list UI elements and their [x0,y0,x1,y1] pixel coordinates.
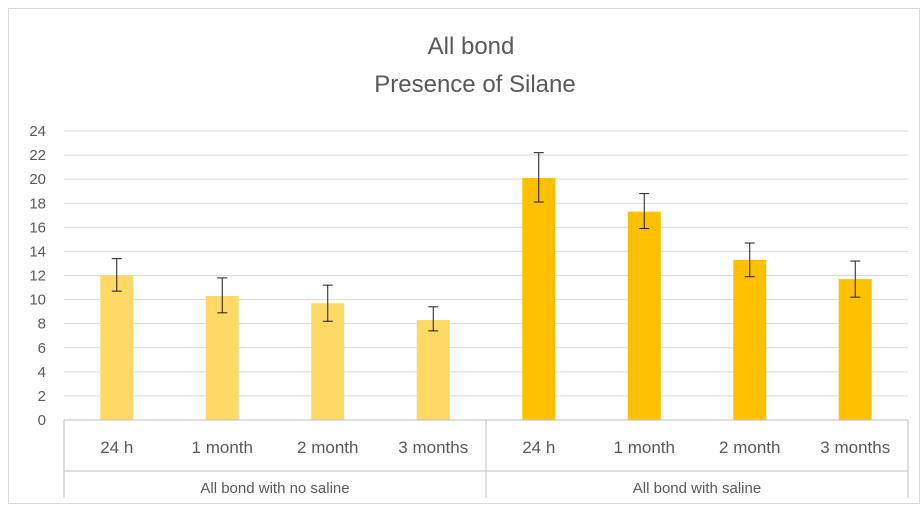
x-axis [63,419,909,498]
chart-title: All bond [428,33,515,60]
gridlines [64,130,908,397]
y-tick-label: 16 [29,219,46,236]
category-label: 1 month [192,438,253,457]
category-label: 2 month [297,438,358,457]
category-label: 24 h [522,438,555,457]
y-tick-label: 8 [38,316,46,333]
category-label: 3 months [820,438,890,457]
bar [627,211,661,420]
category-label: 1 month [614,438,675,457]
y-tick-label: 0 [38,412,46,429]
bar [311,303,345,420]
y-tick-label: 24 [29,123,46,140]
bar [416,320,450,420]
bar [733,259,767,420]
category-label: 24 h [100,438,133,457]
group-labels: All bond with no saline All bond with sal… [200,480,761,497]
bar [100,275,134,420]
category-label: 3 months [398,438,468,457]
y-tick-label: 22 [29,147,46,164]
chart-subtitle: Presence of Silane [374,71,575,98]
group-label: All bond with saline [633,480,761,497]
y-tick-label: 10 [29,292,46,309]
chart-frame [8,8,920,504]
y-tick-label: 4 [38,364,46,381]
y-tick-label: 2 [38,388,46,405]
y-tick-label: 18 [29,195,46,212]
y-tick-label: 14 [29,243,46,260]
category-labels: 24 h 1 month 2 month 3 months 24 h 1 month 2 m… [100,438,890,457]
bar [205,295,239,420]
group-label: All bond with no saline [200,480,349,497]
y-tick-label: 20 [29,171,46,188]
bar [522,177,556,420]
error-bars [111,152,861,332]
y-tick-label: 12 [29,268,46,285]
bar [838,279,872,420]
bars [100,177,872,420]
category-label: 2 month [719,438,780,457]
y-tick-label: 6 [38,340,46,357]
